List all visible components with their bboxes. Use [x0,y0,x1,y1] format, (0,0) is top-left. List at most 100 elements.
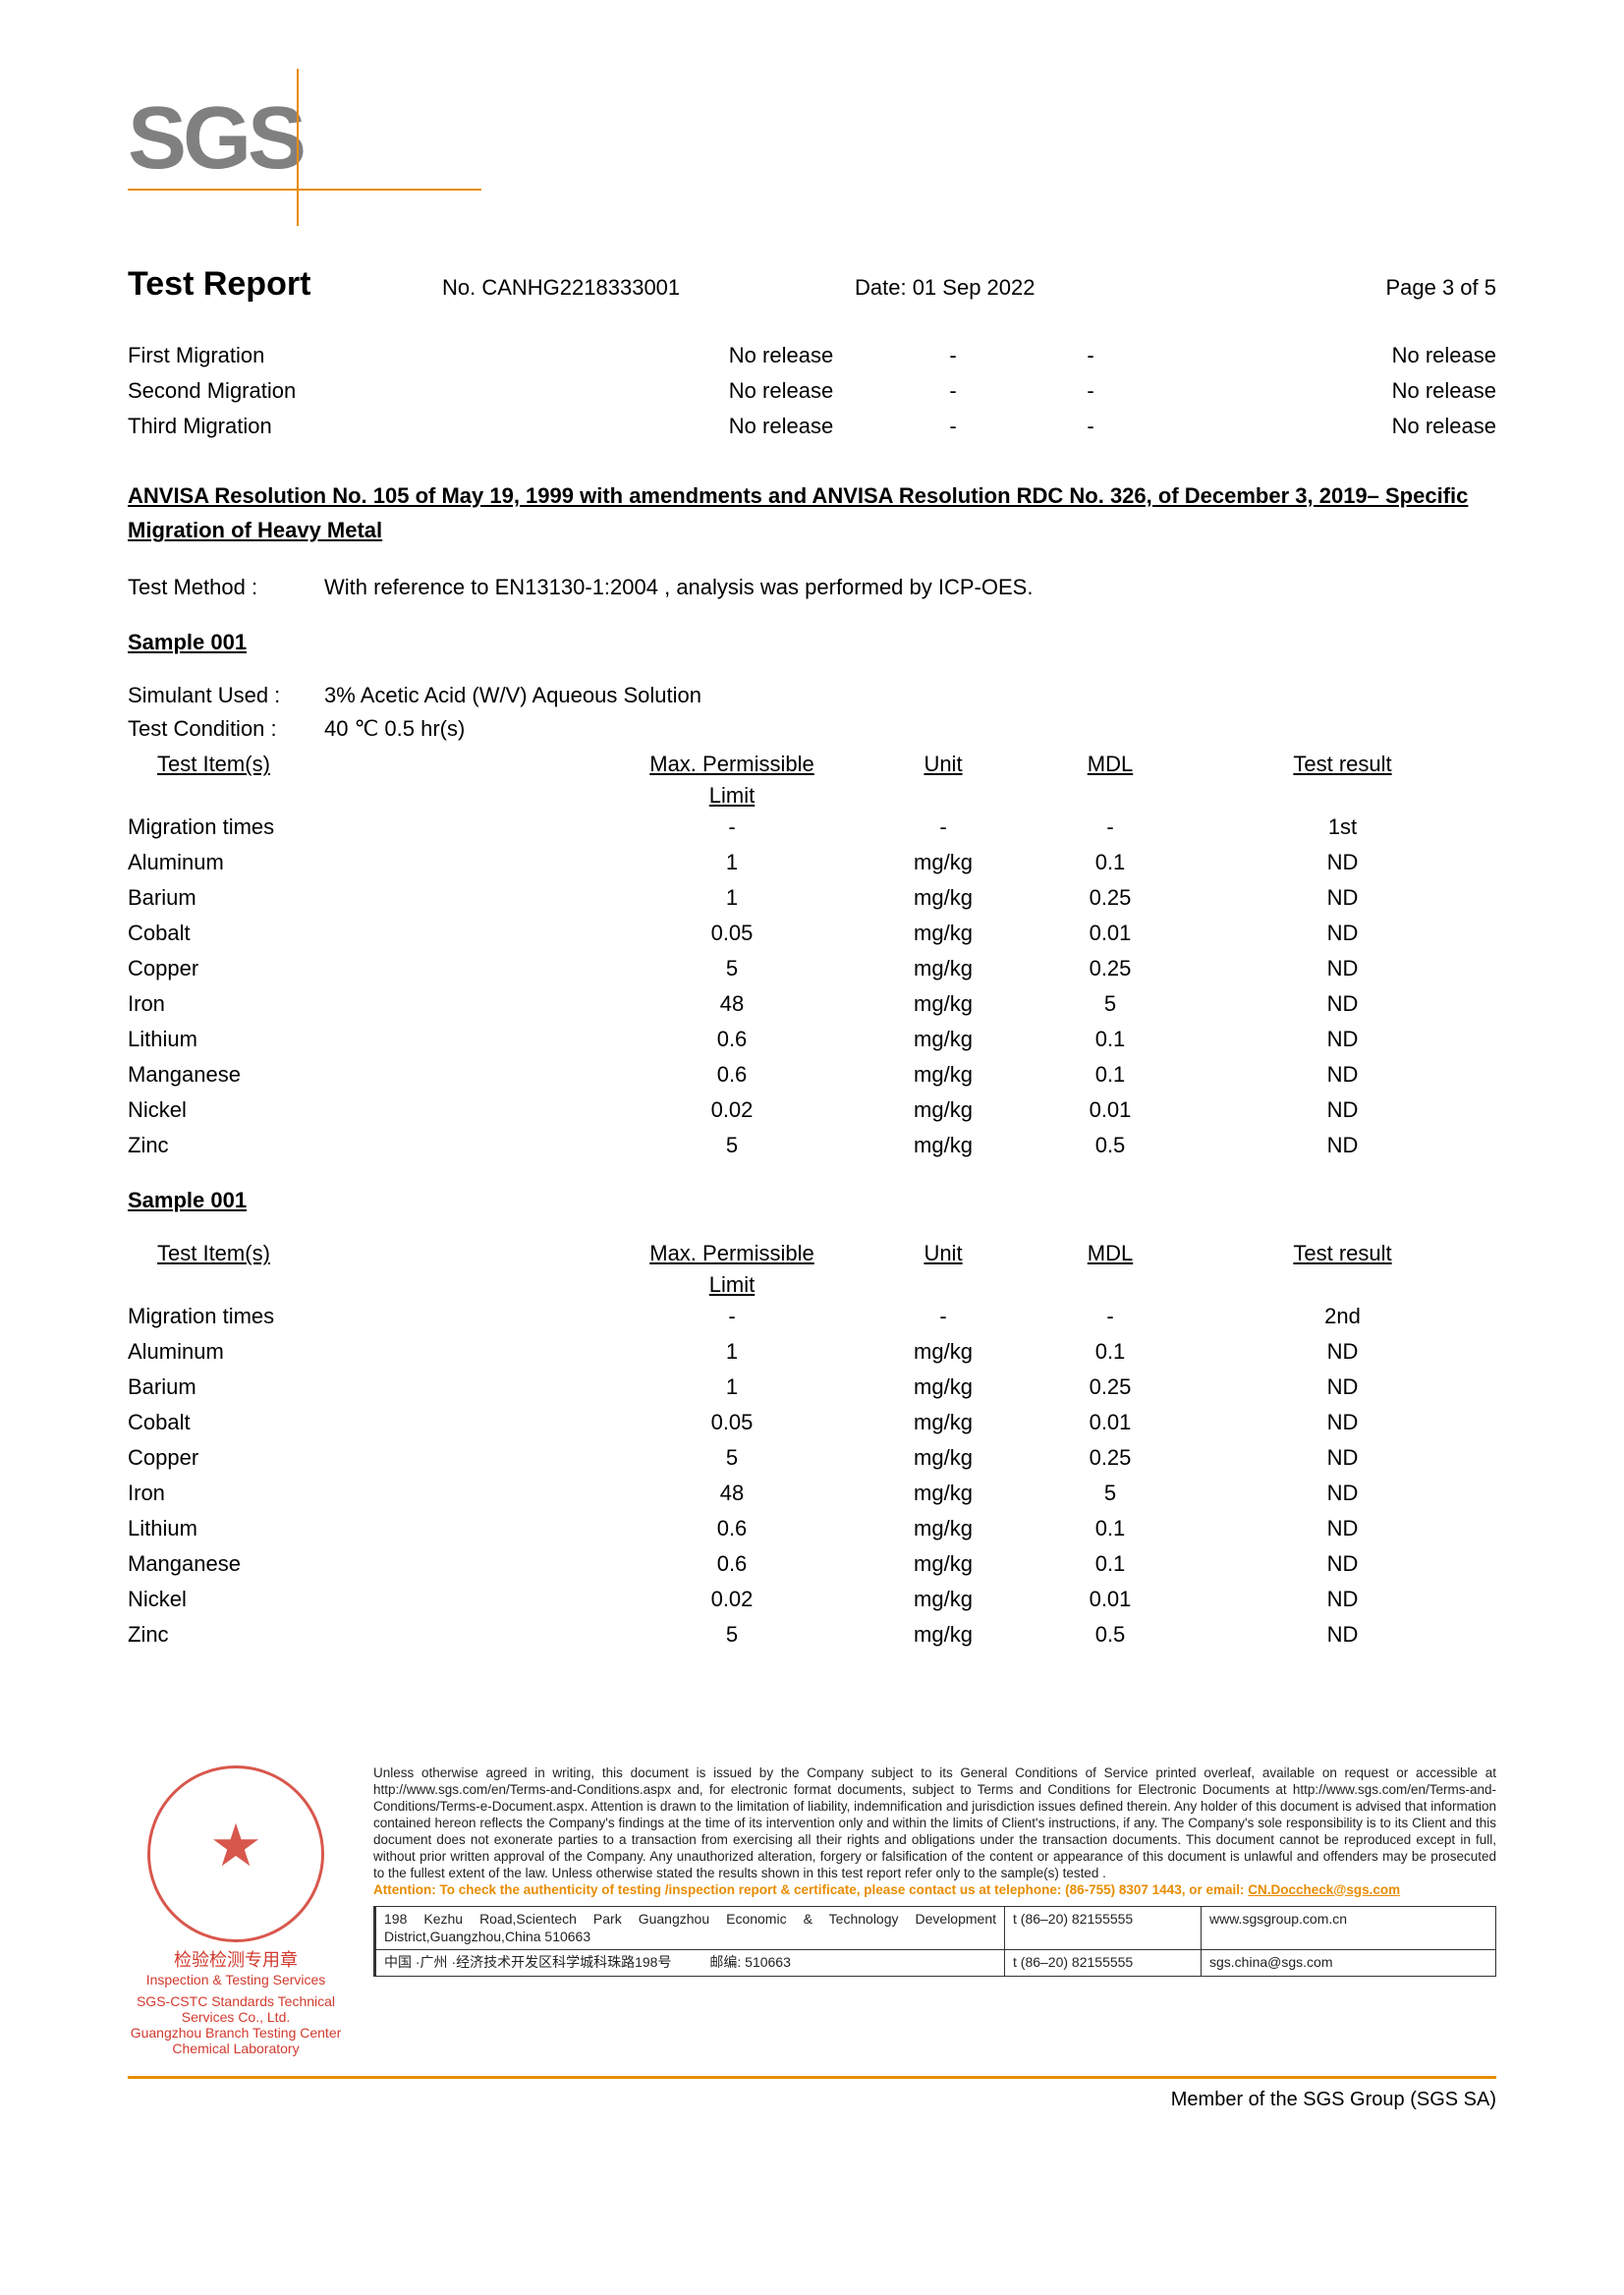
cell-item: Cobalt [128,921,609,946]
condition-label: Test Condition : [128,716,324,742]
mig-c4: - [1022,378,1159,404]
cell-unit: mg/kg [855,1587,1032,1612]
cell-result: ND [1189,885,1496,911]
member-line: Member of the SGS Group (SGS SA) [128,2076,1496,2111]
cell-limit: 0.6 [609,1516,855,1541]
report-header: Test Report No. CANHG2218333001 Date: 01… [128,265,1496,304]
post-code: 510663 [745,1954,791,1970]
addr-en: 198 Kezhu Road,Scientech Park Guangzhou … [376,1907,1005,1949]
cell-unit: mg/kg [855,1516,1032,1541]
cell-unit: mg/kg [855,1410,1032,1435]
cell-item: Barium [128,1374,609,1400]
cell-mdl: 0.01 [1032,1410,1189,1435]
cell-result: ND [1189,1622,1496,1648]
cell-result: ND [1189,1027,1496,1052]
mig-c3: - [884,414,1022,439]
cell-limit: 1 [609,850,855,875]
cell-result: ND [1189,991,1496,1017]
mig-c4: - [1022,414,1159,439]
cell-limit: 0.05 [609,1410,855,1435]
attention-text: Attention: To check the authenticity of … [373,1882,1248,1897]
table-row: Lithium0.6mg/kg0.1ND [128,1027,1496,1052]
col-head-mdl: MDL [1032,1241,1189,1266]
cell-limit: 5 [609,956,855,981]
table-row: Cobalt0.05mg/kg0.01ND [128,1410,1496,1435]
cell-limit: 0.6 [609,1551,855,1577]
mig-c4: - [1022,343,1159,368]
simulant-row: Simulant Used : 3% Acetic Acid (W/V) Aqu… [128,683,1496,708]
cell-result: ND [1189,850,1496,875]
cell-result: ND [1189,1481,1496,1506]
table-row: Iron48mg/kg5ND [128,991,1496,1017]
cell-item: Copper [128,1445,609,1471]
cell-item: Manganese [128,1551,609,1577]
cell-limit: 0.6 [609,1062,855,1088]
attention-email: CN.Doccheck@sgs.com [1248,1882,1400,1897]
cell-mdl: - [1032,814,1189,840]
cell-result: ND [1189,956,1496,981]
footer: ★ 检验检测专用章 Inspection & Testing Services … [128,1765,1496,2056]
test-method-label: Test Method : [128,575,324,600]
col-head-result: Test result [1189,752,1496,777]
disclaimer-block: Unless otherwise agreed in writing, this… [373,1765,1496,2056]
col-head-result: Test result [1189,1241,1496,1266]
post-label: 邮编: [709,1954,741,1970]
seal-cn1: 检验检测专用章 [128,1946,344,1972]
phone1: t (86–20) 82155555 [1005,1907,1202,1949]
cell-result: ND [1189,1097,1496,1123]
cell-item: Aluminum [128,1339,609,1365]
page-indicator: Page 3 of 5 [1189,275,1496,301]
star-icon: ★ [209,1812,262,1880]
table-row: Nickel0.02mg/kg0.01ND [128,1587,1496,1612]
cell-result: ND [1189,1445,1496,1471]
cell-item: Zinc [128,1622,609,1648]
cell-result: ND [1189,1587,1496,1612]
test-method-row: Test Method : With reference to EN13130-… [128,575,1496,600]
table-row: Manganese0.6mg/kg0.1ND [128,1062,1496,1088]
cell-result: ND [1189,1551,1496,1577]
table-row: Copper5mg/kg0.25ND [128,1445,1496,1471]
table-row: Manganese0.6mg/kg0.1ND [128,1551,1496,1577]
col-head-limit: Max. Permissible [609,1241,855,1266]
cell-unit: mg/kg [855,1622,1032,1648]
mig-label: Third Migration [128,414,678,439]
table-row: Zinc5mg/kg0.5ND [128,1133,1496,1158]
cell-mdl: 0.1 [1032,1516,1189,1541]
cell-mdl: 0.5 [1032,1622,1189,1648]
cell-item: Migration times [128,814,609,840]
cell-item: Copper [128,956,609,981]
table-row: Copper5mg/kg0.25ND [128,956,1496,981]
cell-item: Migration times [128,1304,609,1329]
cell-unit: mg/kg [855,1374,1032,1400]
cell-limit: 5 [609,1133,855,1158]
condition-value: 40 ℃ 0.5 hr(s) [324,716,1496,742]
phone2: t (86–20) 82155555 [1005,1950,1202,1976]
cell-mdl: 0.01 [1032,1587,1189,1612]
web2: sgs.china@sgs.com [1202,1950,1495,1976]
cell-unit: mg/kg [855,1097,1032,1123]
address-block: 198 Kezhu Road,Scientech Park Guangzhou … [373,1906,1496,1977]
table-row: Barium1mg/kg0.25ND [128,1374,1496,1400]
mig-c2: No release [678,414,884,439]
mig-c5: No release [1159,343,1496,368]
test-method-value: With reference to EN13130-1:2004 , analy… [324,575,1496,600]
table-row: Iron48mg/kg5ND [128,1481,1496,1506]
web1: www.sgsgroup.com.cn [1202,1907,1495,1949]
cell-mdl: 0.1 [1032,1027,1189,1052]
seal-under2: Guangzhou Branch Testing Center Chemical… [128,2025,344,2056]
col-head-limit2: Limit [609,783,855,809]
cell-mdl: 0.25 [1032,1445,1189,1471]
cell-result: 2nd [1189,1304,1496,1329]
table-row: Cobalt0.05mg/kg0.01ND [128,921,1496,946]
table-row: Migration times---2nd [128,1304,1496,1329]
cell-unit: mg/kg [855,991,1032,1017]
section-heading: ANVISA Resolution No. 105 of May 19, 199… [128,478,1496,547]
cell-unit: mg/kg [855,1062,1032,1088]
cell-unit: mg/kg [855,956,1032,981]
cell-limit: 5 [609,1445,855,1471]
cell-unit: mg/kg [855,1133,1032,1158]
cell-limit: 48 [609,991,855,1017]
mig-label: Second Migration [128,378,678,404]
cell-limit: - [609,814,855,840]
table-row: Migration times---1st [128,814,1496,840]
